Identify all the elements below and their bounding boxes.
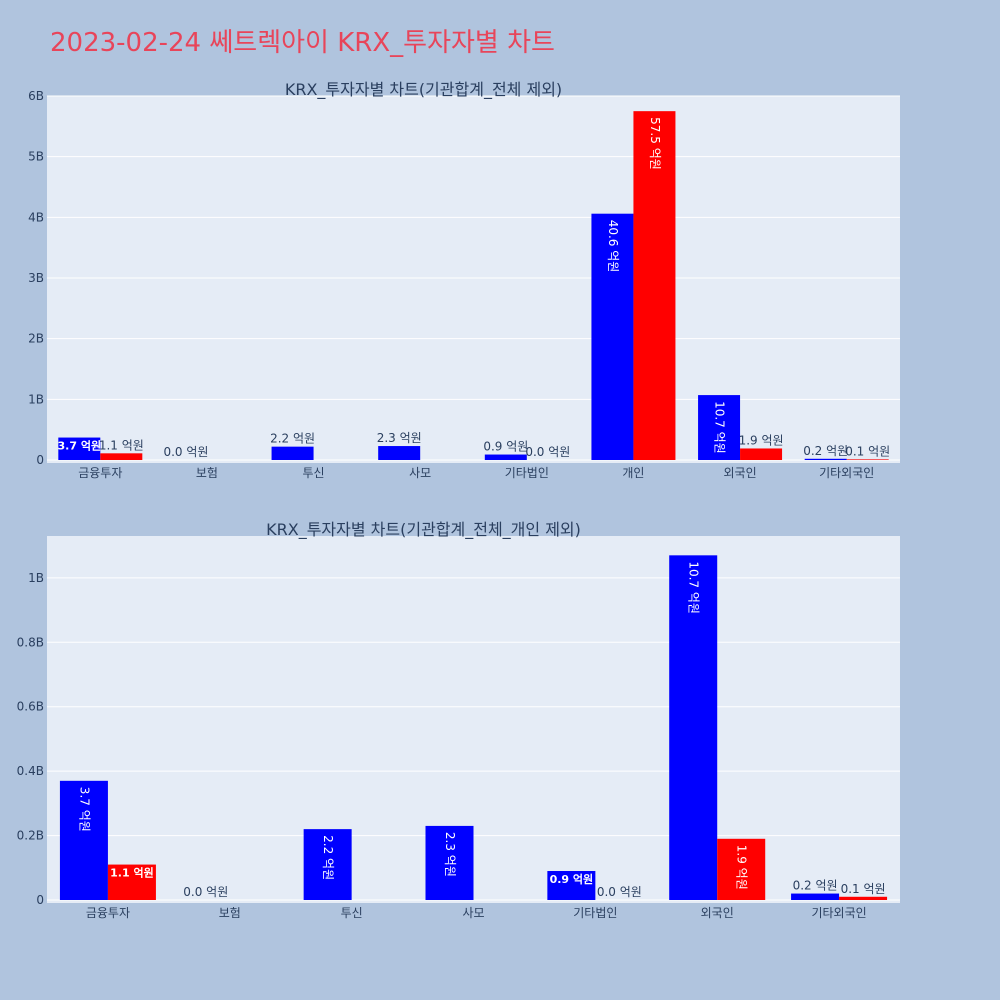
bar	[547, 871, 596, 900]
bar	[791, 893, 840, 900]
y-tick-label: 0	[36, 453, 44, 467]
chart-title: KRX_투자자별 차트(기관합계_전체 제외)	[285, 80, 562, 100]
data-label: 1.9 억원	[739, 433, 784, 447]
data-label: 0.2 억원	[803, 444, 848, 458]
data-label: 0.9 억원	[550, 872, 594, 886]
x-tick-label: 기타법인	[573, 906, 617, 920]
bar	[271, 446, 314, 460]
bar	[591, 213, 634, 460]
x-tick-label: 투신	[341, 906, 363, 920]
x-tick-label: 보험	[219, 906, 241, 920]
x-tick-label: 기타법인	[505, 466, 549, 480]
data-label: 1.1 억원	[110, 866, 154, 880]
y-tick-label: 6B	[28, 89, 44, 103]
data-label: 0.1 억원	[845, 444, 890, 458]
y-tick-label: 3B	[28, 271, 44, 285]
data-label: 1.1 억원	[99, 438, 144, 452]
bar	[717, 838, 766, 900]
chart-bottom: 0 0.2B 0.4B 0.6B 0.8B 1B KRX_투자자별 차트(기관합계_전체_개…	[17, 520, 900, 920]
data-label: 0.0 억원	[597, 885, 642, 899]
chart-title: KRX_투자자별 차트(기관합계_전체_개인 제외)	[266, 520, 581, 540]
chart-top: 0 1B 2B 3B 4B 5B 6B KRX_투자자별 차트(기관합계_전체 제외) 금융투자…	[28, 80, 900, 480]
bar	[740, 448, 783, 460]
bar	[839, 896, 888, 900]
data-label: 0.2 억원	[793, 879, 838, 893]
data-label: 2.3 억원	[377, 431, 422, 445]
data-label: 0.1 억원	[841, 882, 886, 896]
bar	[669, 555, 718, 900]
bar	[303, 829, 352, 900]
data-label: 0.0 억원	[183, 885, 228, 899]
y-tick-label: 5B	[28, 150, 44, 164]
bar	[846, 459, 889, 460]
y-tick-label: 0	[36, 893, 44, 907]
y-tick-label: 0.2B	[17, 829, 44, 843]
bar	[100, 453, 143, 460]
x-tick-label: 금융투자	[78, 466, 122, 480]
data-label: 10.7 억원	[713, 401, 727, 454]
plot-area	[47, 96, 900, 463]
x-tick-label: 개인	[622, 466, 644, 480]
y-tick-label: 2B	[28, 332, 44, 346]
bar	[484, 454, 527, 460]
y-tick-label: 1B	[28, 392, 44, 406]
x-tick-label: 기타외국인	[819, 466, 874, 480]
x-tick-label: 사모	[409, 466, 431, 480]
x-tick-label: 사모	[462, 906, 484, 920]
page-title: 2023-02-24 쎄트렉아이 KRX_투자자별 차트	[50, 28, 555, 58]
bar	[804, 458, 847, 460]
x-tick-label: 외국인	[701, 906, 734, 920]
x-tick-label: 투신	[303, 466, 325, 480]
data-label: 2.3 억원	[443, 832, 457, 877]
x-tick-label: 기타외국인	[811, 906, 866, 920]
x-tick-label: 외국인	[724, 466, 757, 480]
bar	[107, 864, 156, 900]
bar	[425, 825, 474, 900]
x-tick-label: 금융투자	[86, 906, 130, 920]
data-label: 10.7 억원	[687, 561, 701, 614]
data-label: 0.0 억원	[163, 445, 208, 459]
bar	[698, 395, 741, 460]
data-label: 1.9 억원	[735, 845, 749, 890]
y-tick-label: 0.4B	[17, 764, 44, 778]
data-label: 0.9 억원	[483, 440, 528, 454]
data-label: 3.7 억원	[58, 439, 102, 453]
data-label: 2.2 억원	[321, 835, 335, 880]
bar	[633, 111, 676, 461]
data-label: 3.7 억원	[77, 787, 91, 832]
bar	[59, 780, 108, 900]
y-tick-label: 0.8B	[17, 635, 44, 649]
y-tick-label: 1B	[28, 571, 44, 585]
y-tick-label: 0.6B	[17, 700, 44, 714]
y-tick-label: 4B	[28, 210, 44, 224]
bar	[378, 446, 421, 460]
bar	[58, 437, 101, 460]
data-label: 0.0 억원	[525, 445, 570, 459]
x-tick-label: 보험	[196, 466, 218, 480]
data-label: 40.6 억원	[606, 220, 620, 273]
data-label: 2.2 억원	[270, 432, 315, 446]
data-label: 57.5 억원	[648, 117, 662, 170]
